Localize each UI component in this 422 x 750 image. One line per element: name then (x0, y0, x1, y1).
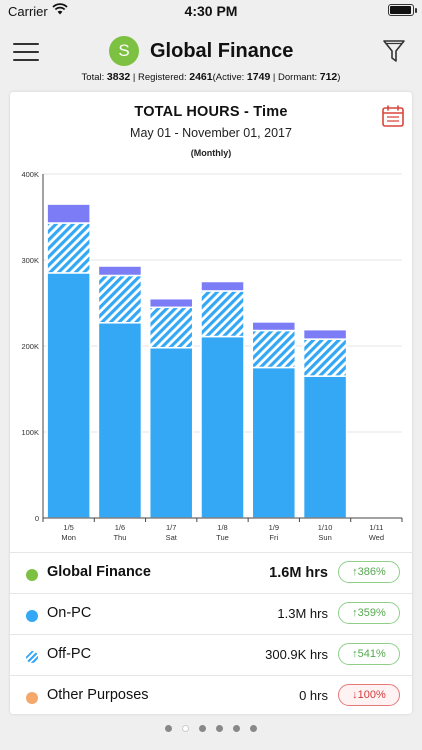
legend-hours: 1.6M hrs (269, 565, 328, 581)
period-label: (Monthly) (190, 148, 232, 158)
bar-off-pc[interactable] (46, 222, 91, 274)
x-tick-label: 1/11 (369, 523, 383, 532)
bar-other-purposes[interactable] (97, 265, 143, 277)
x-tick-label: 1/6 (115, 523, 125, 532)
y-tick-label: 100K (21, 428, 39, 437)
page-dot[interactable] (216, 725, 223, 732)
y-tick-label: 200K (21, 342, 39, 351)
x-tick-label: 1/10 (318, 523, 333, 532)
bar-other-purposes[interactable] (302, 328, 348, 340)
date-range: May 01 - November 01, 2017 (130, 126, 292, 140)
page-indicator[interactable] (0, 725, 422, 732)
bar-off-pc[interactable] (302, 338, 348, 377)
x-tick-label: 1/8 (217, 523, 227, 532)
bar-on-pc[interactable] (200, 335, 245, 519)
x-tick-label: 1/7 (166, 523, 176, 532)
wifi-icon (52, 3, 68, 15)
page-dot[interactable] (233, 725, 240, 732)
user-summary: Total: 3832 | Registered: 2461(Active: 1… (81, 71, 341, 83)
swatch-off-pc (26, 651, 38, 663)
x-tick-day-label: Wed (369, 533, 384, 542)
x-tick-label: 1/5 (63, 523, 73, 532)
bar-on-pc[interactable] (46, 272, 91, 519)
bar-other-purposes[interactable] (148, 297, 194, 309)
swatch-on-pc (26, 610, 38, 622)
card-title: TOTAL HOURS - Time (134, 104, 288, 120)
bar-off-pc[interactable] (251, 329, 297, 369)
x-tick-day-label: Sat (166, 533, 178, 542)
y-tick-label: 300K (21, 256, 39, 265)
menu-icon[interactable] (13, 41, 39, 61)
battery-icon (388, 4, 417, 16)
legend-name: On-PC (47, 605, 92, 621)
legend-row-on-pc[interactable]: On-PC 1.3M hrs ↑359% (10, 593, 412, 634)
legend-row-other-purposes[interactable]: Other Purposes 0 hrs ↓100% (10, 675, 412, 716)
filter-icon[interactable] (382, 38, 406, 64)
bar-off-pc[interactable] (200, 290, 245, 338)
swatch-other-purposes (26, 692, 38, 704)
bar-other-purposes[interactable] (200, 280, 245, 292)
bar-off-pc[interactable] (97, 274, 143, 324)
page-dot[interactable] (182, 725, 189, 732)
swatch-global-finance (26, 569, 38, 581)
bar-on-pc[interactable] (302, 375, 348, 519)
legend-row-off-pc[interactable]: Off-PC 300.9K hrs ↑541% (10, 634, 412, 675)
bar-off-pc[interactable] (148, 306, 194, 349)
change-badge: ↑386% (338, 561, 400, 583)
legend-hours: 300.9K hrs (265, 647, 328, 662)
change-badge: ↑359% (338, 602, 400, 624)
legend-name: Global Finance (47, 564, 151, 580)
calendar-icon[interactable] (381, 104, 405, 128)
legend-name: Off-PC (47, 646, 92, 662)
avatar: S (109, 36, 139, 66)
page-dot[interactable] (250, 725, 257, 732)
x-tick-day-label: Mon (61, 533, 76, 542)
legend-hours: 0 hrs (299, 688, 328, 703)
x-tick-day-label: Tue (216, 533, 229, 542)
x-tick-day-label: Sun (318, 533, 331, 542)
y-tick-label: 0 (35, 514, 39, 523)
clock: 4:30 PM (184, 3, 238, 19)
nav-header: S Global Finance (0, 30, 422, 74)
bar-on-pc[interactable] (148, 346, 194, 519)
status-bar: Carrier 4:30 PM (0, 0, 422, 22)
legend-hours: 1.3M hrs (277, 606, 328, 621)
page-dot[interactable] (199, 725, 206, 732)
x-tick-day-label: Thu (113, 533, 126, 542)
page-title: Global Finance (150, 40, 294, 62)
change-badge: ↑541% (338, 643, 400, 665)
bar-on-pc[interactable] (97, 322, 143, 519)
legend-name: Other Purposes (47, 687, 149, 703)
x-tick-label: 1/9 (269, 523, 279, 532)
x-tick-day-label: Fri (269, 533, 278, 542)
hours-card: TOTAL HOURS - Time May 01 - November 01,… (10, 92, 412, 714)
legend-row-global-finance[interactable]: Global Finance 1.6M hrs ↑386% (10, 552, 412, 593)
y-tick-label: 400K (21, 170, 39, 179)
bar-on-pc[interactable] (251, 366, 297, 519)
bar-other-purposes[interactable] (46, 203, 91, 224)
bar-other-purposes[interactable] (251, 321, 297, 332)
page-dot[interactable] (165, 725, 172, 732)
change-badge: ↓100% (338, 684, 400, 706)
carrier-label: Carrier (8, 4, 48, 19)
